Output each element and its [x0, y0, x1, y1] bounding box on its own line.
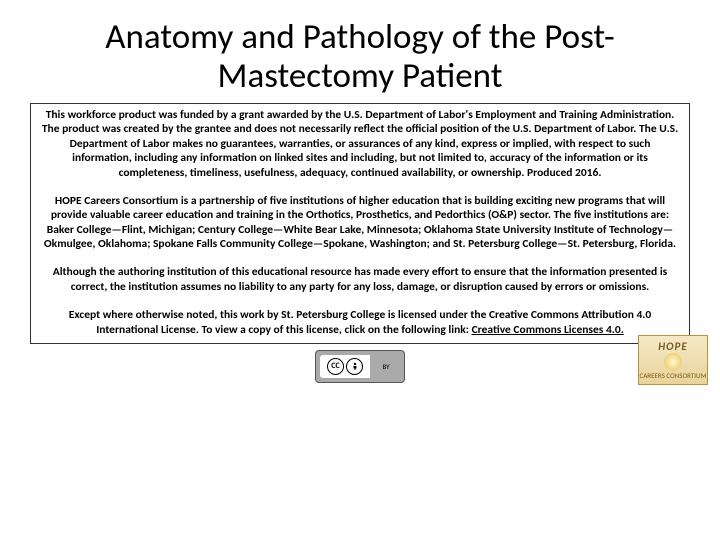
- liability-disclaimer: Although the authoring institution of th…: [39, 265, 681, 294]
- license-statement: Except where otherwise noted, this work …: [39, 308, 681, 337]
- disclaimer-funding: This workforce product was funded by a g…: [39, 108, 681, 180]
- consortium-description: HOPE Careers Consortium is a partnership…: [39, 194, 681, 252]
- license-link[interactable]: Creative Commons Licenses 4.0.: [472, 323, 624, 337]
- hope-logo-title: HOPE: [658, 341, 688, 352]
- cc-badge-left: CC: [320, 355, 370, 378]
- cc-icon: CC: [327, 358, 344, 375]
- slide-title: Anatomy and Pathology of the Post-Mastec…: [30, 18, 690, 95]
- footer-badges: CC BY HOPE CAREERS CONSORTIUM: [30, 350, 690, 383]
- hope-logo: HOPE CAREERS CONSORTIUM: [638, 335, 708, 385]
- cc-by-badge: CC BY: [315, 350, 405, 383]
- body-text-box: This workforce product was funded by a g…: [30, 103, 690, 344]
- hope-logo-subtitle: CAREERS CONSORTIUM: [640, 372, 707, 379]
- by-icon: [346, 358, 363, 375]
- slide-container: Anatomy and Pathology of the Post-Mastec…: [0, 0, 720, 540]
- hope-logo-icon: [664, 353, 682, 371]
- cc-badge-by-label: BY: [372, 362, 400, 371]
